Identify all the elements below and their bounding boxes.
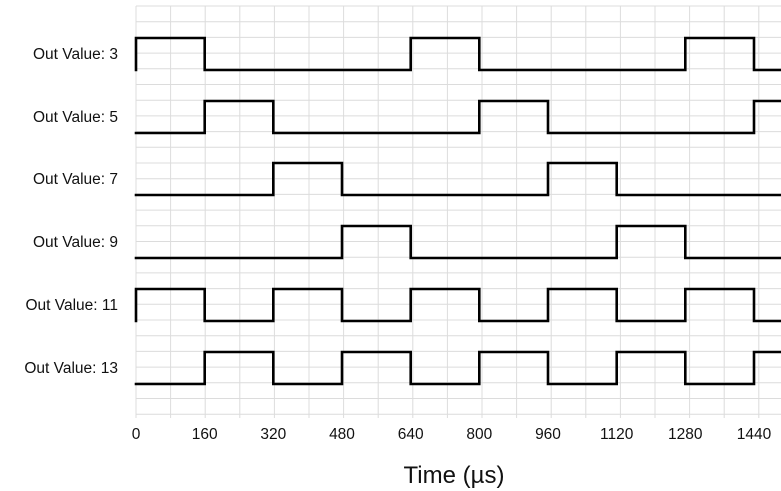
x-tick-label: 1280 [668,426,703,443]
waveforms [134,36,781,386]
x-axis-title: Time (µs) [404,462,505,489]
series-label: Out Value: 9 [33,234,118,251]
series-label: Out Value: 5 [33,109,118,126]
waveform-series-5 [134,287,781,323]
x-tick-label: 800 [466,426,492,443]
series-label: Out Value: 11 [26,297,119,314]
x-tick-label: 160 [192,426,218,443]
x-tick-label: 1440 [737,426,772,443]
grid [135,5,781,418]
waveform-series-3 [134,161,781,197]
waveform-series-6 [134,350,781,386]
series-label: Out Value: 13 [24,360,118,377]
series-label: Out Value: 7 [33,171,118,188]
waveform-series-4 [134,224,781,260]
waveform-series-2 [134,99,781,135]
x-tick-label: 640 [398,426,424,443]
series-label: Out Value: 3 [33,46,118,63]
x-tick-label: 480 [329,426,355,443]
x-axis-ticks: 0 160 320 480 640 800 960 1120 1280 1440 [132,426,772,443]
x-tick-label: 0 [132,426,141,443]
x-tick-label: 960 [535,426,561,443]
x-tick-label: 320 [260,426,286,443]
row-labels: Out Value: 3 Out Value: 5 Out Value: 7 Out … [24,46,118,377]
waveform-series-1 [134,36,781,72]
x-tick-label: 1120 [600,426,634,443]
